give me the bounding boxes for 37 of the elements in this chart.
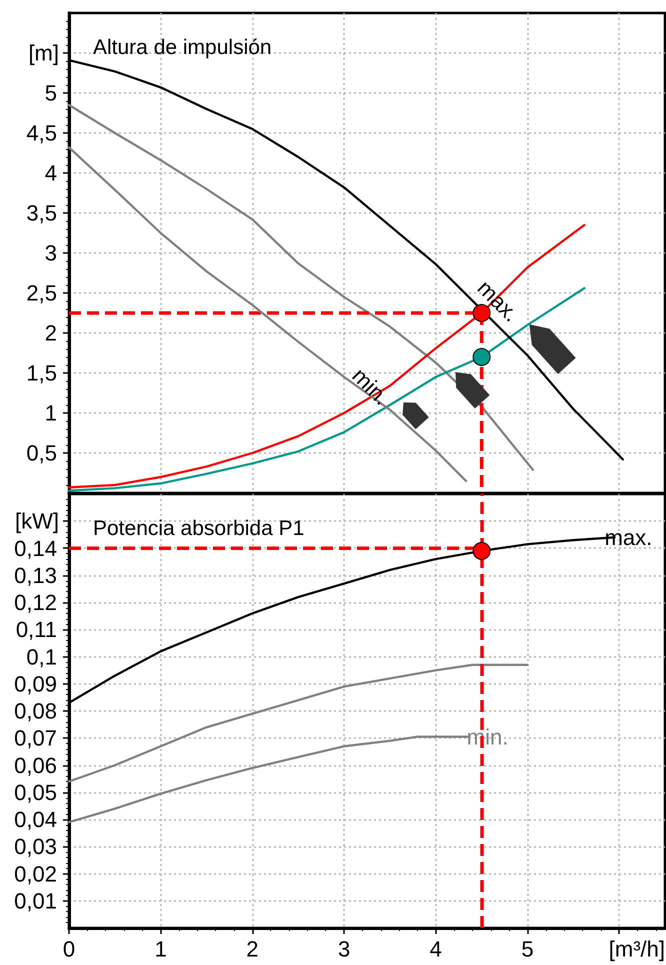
y-tick-label: 0,08	[14, 698, 57, 724]
y-tick-label: 0,02	[14, 861, 57, 886]
y-tick-label: 0,07	[14, 726, 57, 751]
text: Potencia absorbida P1	[93, 517, 304, 540]
y-tick-label: 0,13	[14, 562, 57, 588]
y-tick-label: 0,5	[26, 440, 57, 466]
x-axis-title: [m³/h]	[608, 936, 665, 962]
y-tick-label: 1,5	[26, 360, 57, 386]
x-tick-label: 4	[430, 936, 442, 962]
y-tick-label: 0,01	[14, 888, 57, 914]
x-tick-label: 0	[62, 936, 76, 962]
y-tick-label: 0,05	[14, 780, 57, 805]
x-tick-label: 5	[521, 936, 534, 962]
y-tick-label: 0,12	[14, 590, 57, 615]
text: Altura de impulsión	[93, 36, 272, 59]
y-tick-label: 4,5	[26, 120, 57, 146]
series-label: max.	[604, 524, 652, 550]
y-tick-label: 0,04	[14, 807, 57, 832]
y-tick-label: 4	[44, 160, 57, 186]
y-tick-label: 1	[44, 400, 57, 426]
y-tick-label: 0,1	[26, 644, 57, 670]
x-tick-label: 3	[338, 936, 350, 962]
x-tick-label: 1	[154, 936, 167, 962]
text: min.	[347, 362, 394, 410]
y-tick-label: 0,14	[14, 536, 57, 561]
y-axis-title: [m]	[28, 40, 59, 66]
y-tick-label: 0,09	[14, 671, 57, 696]
y-tick-label: 3	[44, 240, 57, 266]
y-tick-label: 2	[44, 320, 57, 346]
y-tick-label: 0,06	[14, 752, 57, 778]
y-tick-label: 3,5	[26, 200, 57, 226]
y-axis-title: [kW]	[15, 508, 59, 534]
y-tick-label: 0,03	[14, 834, 57, 860]
x-tick-label: 2	[246, 936, 259, 962]
y-tick-label: 0,11	[16, 617, 57, 642]
y-tick-label: 5	[44, 80, 57, 106]
y-tick-label: 2,5	[26, 280, 57, 306]
